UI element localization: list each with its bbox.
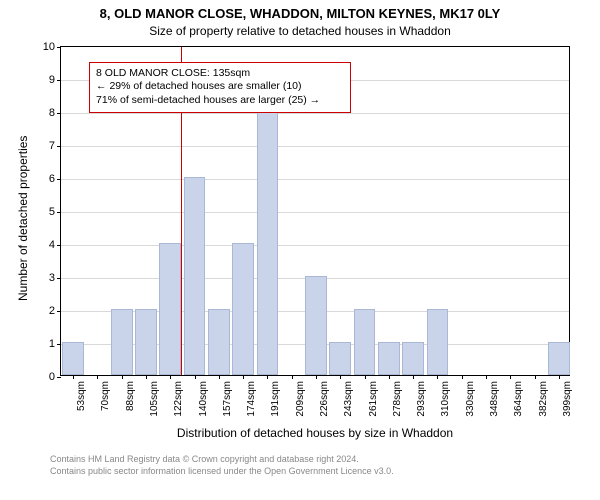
ytick-label: 1 xyxy=(49,338,55,350)
xtick-label: 261sqm xyxy=(368,381,379,417)
xtick-mark xyxy=(340,375,341,379)
ytick-label: 7 xyxy=(49,140,55,152)
annotation-line: 8 OLD MANOR CLOSE: 135sqm xyxy=(96,67,344,81)
xtick-mark xyxy=(365,375,366,379)
footer-line2: Contains public sector information licen… xyxy=(50,466,600,478)
gridline xyxy=(61,146,569,147)
histogram-bar xyxy=(111,309,133,375)
xtick-label: 243sqm xyxy=(343,381,354,417)
histogram-bar xyxy=(62,342,84,375)
xtick-label: 209sqm xyxy=(295,381,306,417)
y-axis-label: Number of detached properties xyxy=(16,136,30,301)
xtick-label: 382sqm xyxy=(538,381,549,417)
histogram-bar xyxy=(135,309,157,375)
histogram-bar xyxy=(305,276,327,375)
xtick-label: 348sqm xyxy=(489,381,500,417)
plot-area: 01234567891053sqm70sqm88sqm105sqm122sqm1… xyxy=(60,46,570,376)
histogram-bar xyxy=(257,111,279,375)
chart-subtitle: Size of property relative to detached ho… xyxy=(0,24,600,38)
histogram-bar xyxy=(378,342,400,375)
xtick-mark xyxy=(219,375,220,379)
xtick-label: 310sqm xyxy=(440,381,451,417)
ytick-label: 0 xyxy=(49,371,55,383)
xtick-mark xyxy=(73,375,74,379)
gridline xyxy=(61,245,569,246)
xtick-mark xyxy=(292,375,293,379)
ytick-label: 8 xyxy=(49,107,55,119)
xtick-mark xyxy=(486,375,487,379)
ytick-label: 4 xyxy=(49,239,55,251)
xtick-mark xyxy=(243,375,244,379)
xtick-mark xyxy=(559,375,560,379)
ytick-mark xyxy=(57,377,61,378)
gridline xyxy=(61,113,569,114)
ytick-label: 3 xyxy=(49,272,55,284)
histogram-bar xyxy=(184,177,206,375)
xtick-label: 330sqm xyxy=(465,381,476,417)
xtick-label: 278sqm xyxy=(392,381,403,417)
xtick-mark xyxy=(413,375,414,379)
ytick-label: 10 xyxy=(43,41,55,53)
xtick-mark xyxy=(122,375,123,379)
xtick-label: 293sqm xyxy=(416,381,427,417)
xtick-label: 157sqm xyxy=(222,381,233,417)
annotation-line: ← 29% of detached houses are smaller (10… xyxy=(96,80,344,94)
gridline xyxy=(61,179,569,180)
xtick-mark xyxy=(389,375,390,379)
annotation-line: 71% of semi-detached houses are larger (… xyxy=(96,94,344,108)
footer-attribution: Contains HM Land Registry data © Crown c… xyxy=(0,454,600,477)
ytick-label: 9 xyxy=(49,74,55,86)
chart-title-address: 8, OLD MANOR CLOSE, WHADDON, MILTON KEYN… xyxy=(0,6,600,21)
xtick-label: 140sqm xyxy=(198,381,209,417)
xtick-mark xyxy=(146,375,147,379)
histogram-bar xyxy=(548,342,570,375)
xtick-mark xyxy=(316,375,317,379)
histogram-bar xyxy=(354,309,376,375)
xtick-mark xyxy=(267,375,268,379)
histogram-bar xyxy=(402,342,424,375)
ytick-label: 6 xyxy=(49,173,55,185)
footer-line1: Contains HM Land Registry data © Crown c… xyxy=(50,454,600,466)
xtick-mark xyxy=(535,375,536,379)
xtick-mark xyxy=(462,375,463,379)
histogram-bar xyxy=(208,309,230,375)
xtick-mark xyxy=(510,375,511,379)
xtick-label: 105sqm xyxy=(149,381,160,417)
ytick-mark xyxy=(57,47,61,48)
xtick-label: 226sqm xyxy=(319,381,330,417)
chart-container: 8, OLD MANOR CLOSE, WHADDON, MILTON KEYN… xyxy=(0,0,600,500)
xtick-mark xyxy=(195,375,196,379)
x-axis-label: Distribution of detached houses by size … xyxy=(60,426,570,440)
ytick-label: 5 xyxy=(49,206,55,218)
annotation-box: 8 OLD MANOR CLOSE: 135sqm← 29% of detach… xyxy=(89,62,351,113)
xtick-label: 122sqm xyxy=(173,381,184,417)
histogram-bar xyxy=(329,342,351,375)
histogram-bar xyxy=(427,309,449,375)
xtick-label: 174sqm xyxy=(246,381,257,417)
xtick-label: 191sqm xyxy=(270,381,281,417)
xtick-mark xyxy=(437,375,438,379)
xtick-label: 88sqm xyxy=(125,381,136,411)
xtick-label: 70sqm xyxy=(100,381,111,411)
xtick-label: 399sqm xyxy=(562,381,573,417)
ytick-label: 2 xyxy=(49,305,55,317)
histogram-bar xyxy=(232,243,254,375)
xtick-mark xyxy=(170,375,171,379)
histogram-bar xyxy=(159,243,181,375)
xtick-label: 364sqm xyxy=(513,381,524,417)
gridline xyxy=(61,212,569,213)
xtick-mark xyxy=(97,375,98,379)
xtick-label: 53sqm xyxy=(76,381,87,411)
